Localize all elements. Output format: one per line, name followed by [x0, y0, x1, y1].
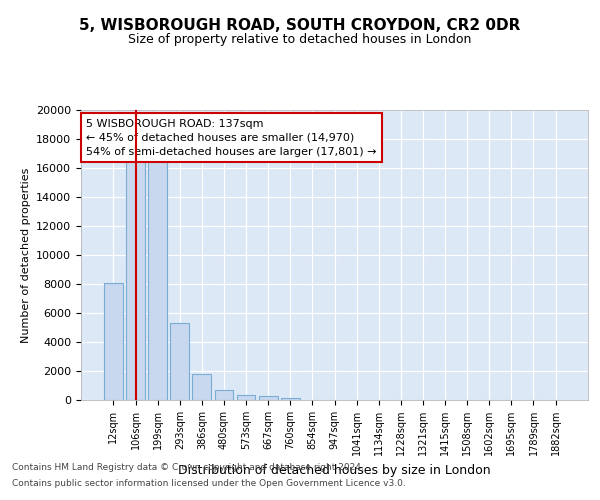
Bar — [126, 160, 145, 400]
Bar — [236, 394, 256, 400]
Bar — [193, 374, 211, 400]
Text: 5, WISBOROUGH ROAD, SOUTH CROYDON, CR2 0DR: 5, WISBOROUGH ROAD, SOUTH CROYDON, CR2 0… — [79, 18, 521, 32]
Bar — [170, 323, 189, 400]
X-axis label: Distribution of detached houses by size in London: Distribution of detached houses by size … — [178, 464, 491, 476]
Text: Contains HM Land Registry data © Crown copyright and database right 2024.: Contains HM Land Registry data © Crown c… — [12, 464, 364, 472]
Bar — [148, 160, 167, 400]
Text: 5 WISBOROUGH ROAD: 137sqm
← 45% of detached houses are smaller (14,970)
54% of s: 5 WISBOROUGH ROAD: 137sqm ← 45% of detac… — [86, 118, 377, 156]
Bar — [215, 390, 233, 400]
Bar — [281, 398, 299, 400]
Text: Contains public sector information licensed under the Open Government Licence v3: Contains public sector information licen… — [12, 478, 406, 488]
Y-axis label: Number of detached properties: Number of detached properties — [20, 168, 31, 342]
Bar — [259, 396, 278, 400]
Text: Size of property relative to detached houses in London: Size of property relative to detached ho… — [128, 32, 472, 46]
Bar — [104, 282, 123, 400]
